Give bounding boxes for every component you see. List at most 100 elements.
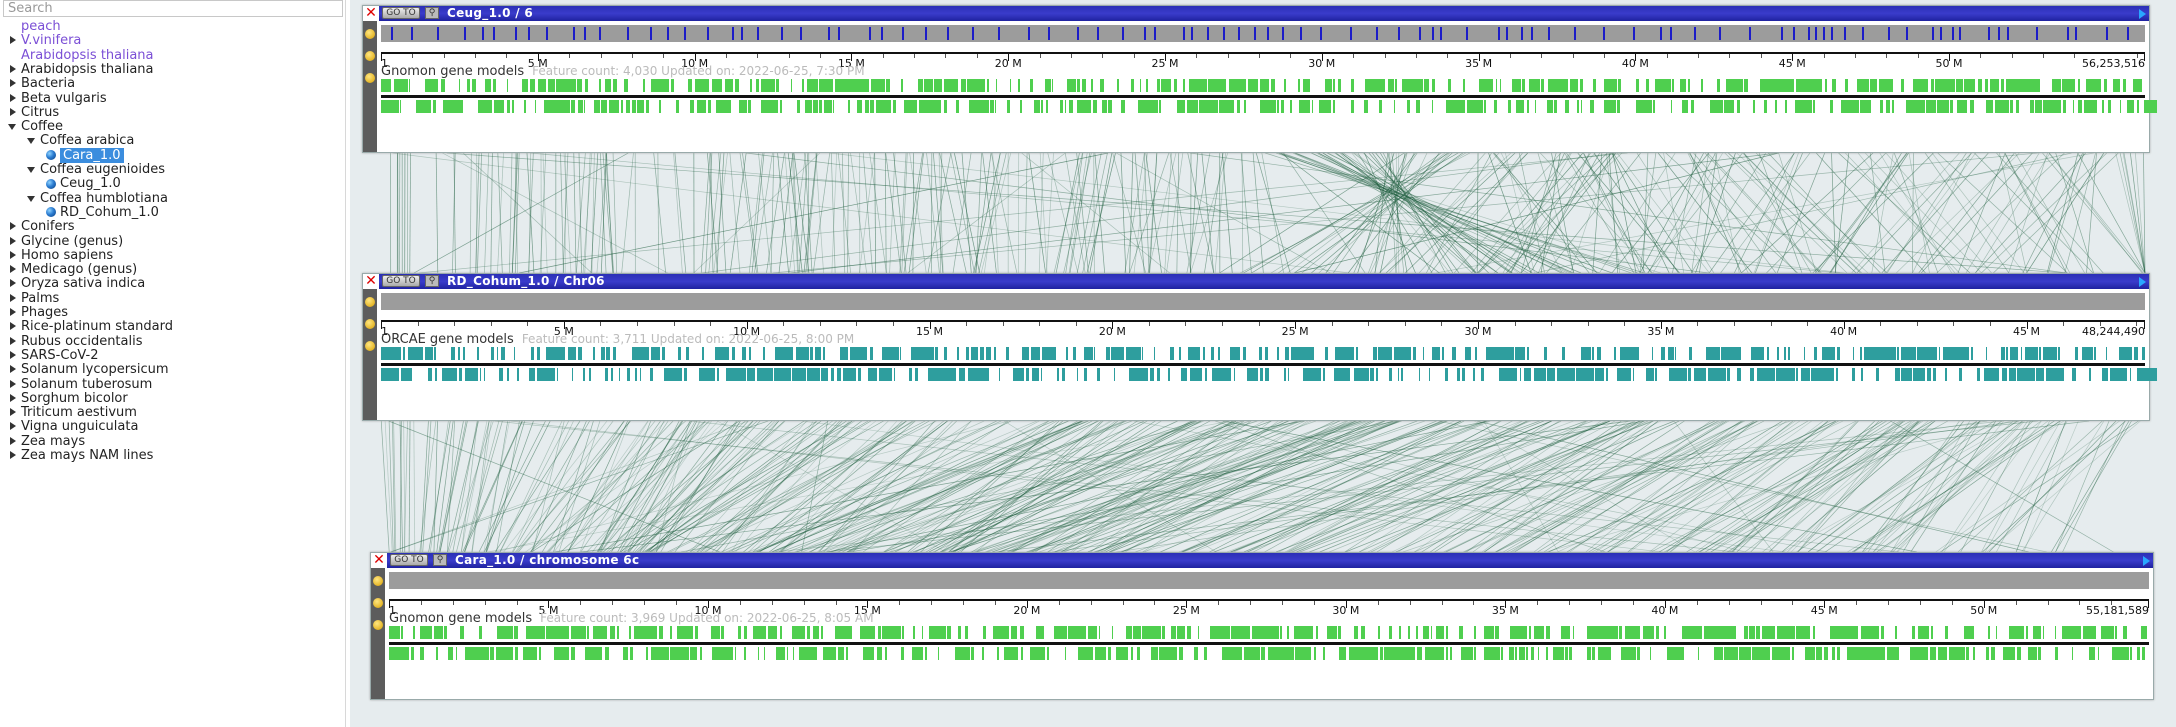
caret-right-icon[interactable] — [8, 64, 17, 74]
tree-item[interactable]: Oryza sativa indica — [8, 277, 145, 291]
lock-icon[interactable]: ⚲ — [425, 275, 439, 287]
caret-right-icon[interactable] — [8, 222, 17, 231]
caret-down-icon[interactable] — [8, 122, 17, 131]
tree-item[interactable]: Rice-platinum standard — [8, 320, 173, 334]
tree-item[interactable]: Cara_1.0 — [46, 147, 124, 163]
caret-right-icon[interactable] — [8, 379, 17, 389]
tree-item[interactable]: Vigna unguiculata — [8, 420, 138, 434]
track-titlebar[interactable]: ✕ GO TO ⚲ Ceug_1.0 / 6 — [363, 6, 2149, 21]
caret-right-icon[interactable] — [8, 422, 17, 431]
lock-icon[interactable]: ⚲ — [433, 554, 447, 566]
tree-item[interactable]: Zea mays NAM lines — [8, 449, 153, 463]
caret-right-icon[interactable] — [8, 279, 17, 288]
tree-item[interactable]: Coffea eugenioides — [27, 163, 165, 177]
caret-right-icon[interactable] — [8, 79, 17, 88]
bulb-icon[interactable] — [365, 73, 375, 83]
tree-item[interactable]: Ceug_1.0 — [46, 177, 121, 191]
tree-item[interactable]: Arabidopsis thaliana — [8, 62, 154, 77]
ruler-tick-label: 45 M — [2013, 325, 2041, 338]
bulb-icon[interactable] — [373, 598, 383, 608]
tree-item[interactable]: Homo sapiens — [8, 248, 113, 263]
tree-item[interactable]: Coffea arabica — [27, 134, 134, 148]
caret-right-icon[interactable] — [8, 236, 17, 246]
caret-right-icon[interactable] — [8, 308, 17, 317]
synteny-link — [1686, 420, 1892, 553]
play-icon[interactable] — [2139, 9, 2146, 19]
tree-item[interactable]: Beta vulgaris — [8, 91, 107, 106]
synteny-link — [1642, 152, 1649, 274]
gene-features[interactable] — [389, 626, 2149, 663]
gene-features[interactable] — [381, 79, 2157, 116]
caret-down-icon[interactable] — [27, 136, 36, 145]
close-icon[interactable]: ✕ — [363, 274, 379, 289]
caret-right-icon[interactable] — [8, 250, 17, 260]
bulb-icon[interactable] — [365, 341, 375, 351]
caret-down-icon[interactable] — [27, 194, 36, 203]
goto-button[interactable]: GO TO — [390, 554, 428, 566]
caret-right-icon[interactable] — [8, 436, 17, 446]
goto-button[interactable]: GO TO — [382, 7, 420, 19]
bulb-icon[interactable] — [373, 620, 383, 630]
tree-item[interactable]: Coffee — [8, 120, 63, 134]
caret-right-icon[interactable] — [8, 365, 17, 374]
tree-item[interactable]: RD_Cohum_1.0 — [46, 205, 159, 220]
bulb-icon[interactable] — [365, 29, 375, 39]
synteny-link — [758, 152, 772, 274]
caret-right-icon[interactable] — [8, 293, 17, 303]
caret-right-icon[interactable] — [8, 350, 17, 360]
bulb-icon[interactable] — [365, 319, 375, 329]
caret-right-icon[interactable] — [8, 265, 17, 274]
search-input[interactable] — [3, 0, 343, 17]
synteny-link — [1695, 420, 1886, 553]
tree-item[interactable]: Arabidopsis thaliana — [8, 48, 154, 63]
tree-item[interactable]: Conifers — [8, 220, 75, 234]
lock-icon[interactable]: ⚲ — [425, 7, 439, 19]
synteny-link — [1339, 152, 1473, 274]
caret-right-icon[interactable] — [8, 107, 17, 117]
caret-right-icon[interactable] — [8, 408, 17, 417]
tree-item[interactable]: peach — [8, 20, 61, 34]
tree-item[interactable]: Glycine (genus) — [8, 234, 123, 249]
caret-down-icon[interactable] — [27, 165, 36, 174]
play-icon[interactable] — [2139, 277, 2146, 287]
play-icon[interactable] — [2143, 556, 2150, 566]
bulb-icon[interactable] — [373, 576, 383, 586]
caret-right-icon[interactable] — [8, 93, 17, 103]
caret-right-icon[interactable] — [8, 336, 17, 346]
close-icon[interactable]: ✕ — [371, 553, 387, 568]
tree-item[interactable]: SARS-CoV-2 — [8, 348, 99, 363]
goto-button[interactable]: GO TO — [382, 275, 420, 287]
bulb-icon[interactable] — [365, 51, 375, 61]
tree-item[interactable]: Citrus — [8, 105, 59, 120]
caret-right-icon[interactable] — [8, 322, 17, 331]
close-icon[interactable]: ✕ — [363, 6, 379, 21]
tree-item[interactable]: Bacteria — [8, 77, 75, 91]
tree-item[interactable]: Solanum lycopersicum — [8, 363, 169, 377]
tree-item[interactable]: Solanum tuberosum — [8, 377, 152, 392]
chromosome-overview[interactable] — [381, 25, 2145, 42]
caret-right-icon[interactable] — [8, 451, 17, 460]
caret-right-icon[interactable] — [8, 36, 17, 45]
tree-item[interactable]: Triticum aestivum — [8, 406, 137, 420]
tree-item[interactable]: Medicago (genus) — [8, 263, 137, 277]
synteny-link — [648, 420, 775, 553]
chromosome-overview[interactable] — [381, 293, 2145, 310]
tree-item[interactable]: Coffea humblotiana — [27, 191, 168, 206]
chromosome-overview[interactable] — [389, 572, 2149, 589]
bulb-icon[interactable] — [365, 297, 375, 307]
tree-item[interactable]: V.vinifera — [8, 34, 81, 48]
tree-item[interactable]: Rubus occidentalis — [8, 334, 143, 349]
tree-item[interactable]: Palms — [8, 291, 59, 306]
track-titlebar[interactable]: ✕ GO TO ⚲ RD_Cohum_1.0 / Chr06 — [363, 274, 2149, 289]
synteny-link — [992, 152, 999, 274]
tree-item[interactable]: Zea mays — [8, 434, 85, 449]
caret-right-icon[interactable] — [8, 393, 17, 403]
tree-item[interactable]: Sorghum bicolor — [8, 391, 128, 406]
synteny-link — [1376, 420, 1587, 553]
gene-features[interactable] — [381, 347, 2158, 384]
tree-item[interactable]: Phages — [8, 306, 68, 320]
track-titlebar[interactable]: ✕ GO TO ⚲ Cara_1.0 / chromosome 6c — [371, 553, 2153, 568]
